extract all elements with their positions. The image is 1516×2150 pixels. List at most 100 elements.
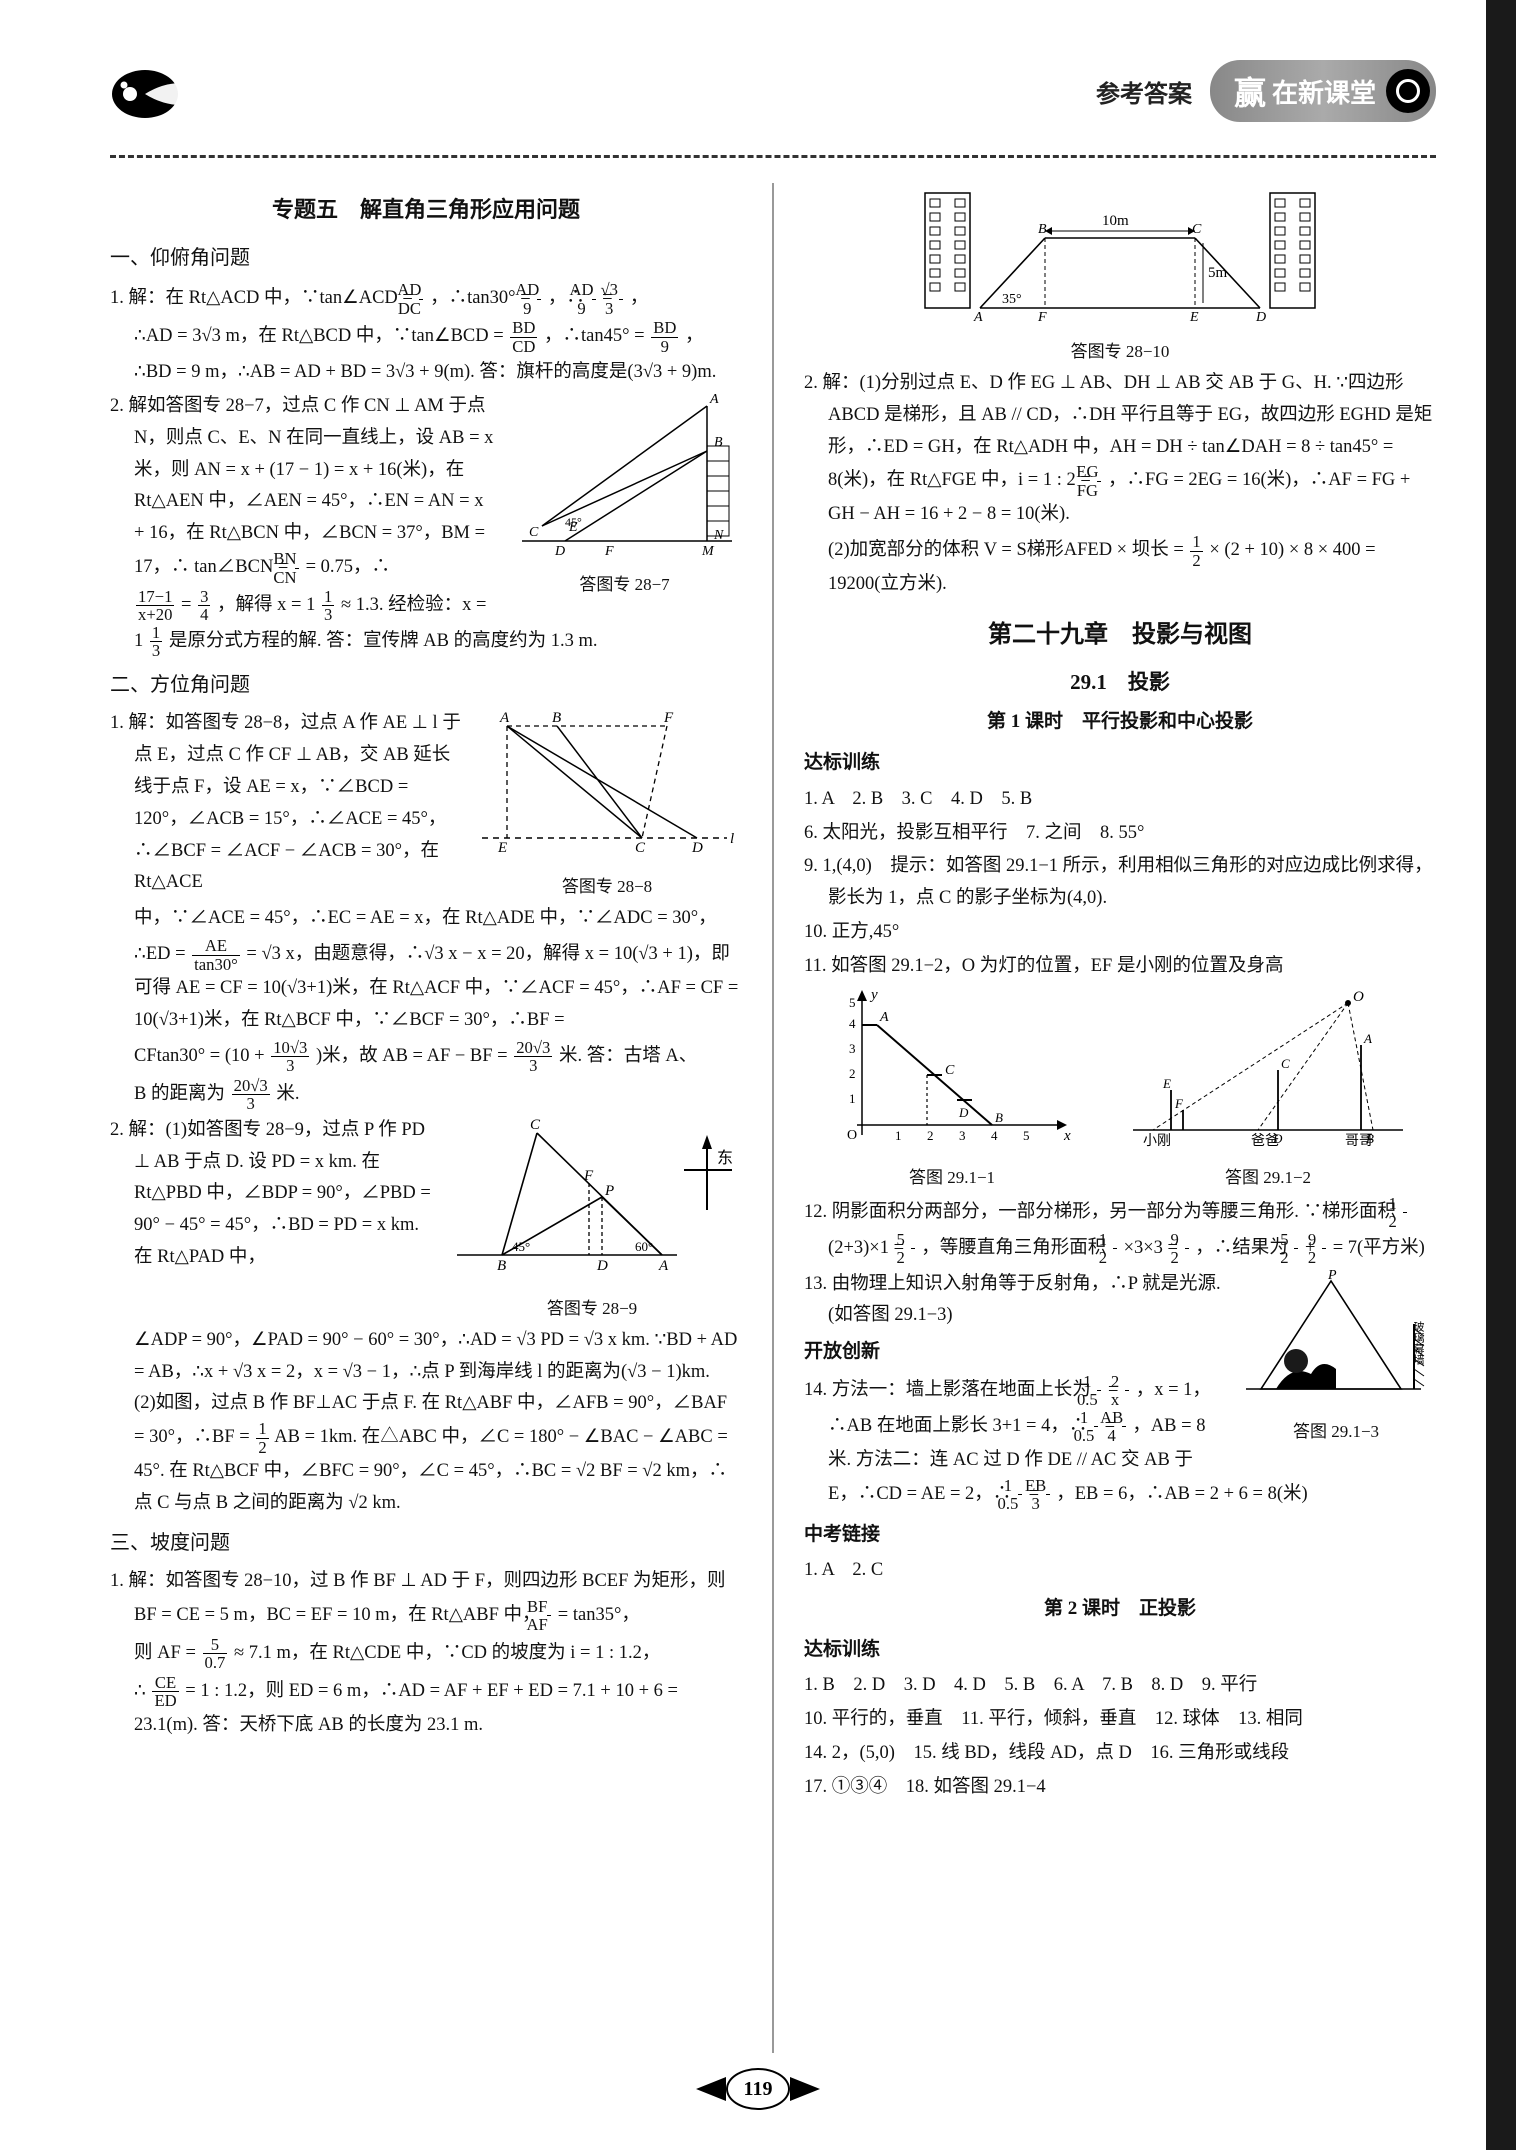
fraction: 2x [1125,1373,1129,1409]
text: ∴AD = 3√3 m，在 Rt△BCD 中，∵tan∠BCD = [134,326,508,346]
fig-29-1-1-caption: 答图 29.1−1 [827,1163,1077,1192]
fraction: BFAF [547,1598,551,1634]
fraction: 52 [1294,1231,1298,1267]
fraction: 13 [150,624,162,660]
d11: 11. 如答图 29.1−2，O 为灯的位置，EF 是小刚的位置及身高 [804,951,1436,983]
pagenum-wing-right-icon [790,2077,820,2101]
fig-29-1-3-caption: 答图 29.1−3 [1236,1417,1436,1446]
svg-text:4: 4 [849,1016,856,1031]
text: = 7(平方米) [1333,1238,1425,1258]
svg-text:D: D [596,1258,608,1274]
svg-text:东: 东 [717,1149,733,1167]
fraction: BD9 [651,319,678,355]
figure-28-8: l A B F E C D 答图专 28−8 [472,708,742,901]
fraction: ADDC [419,281,423,317]
svg-text:3: 3 [849,1041,856,1056]
zk1: 1. A 2. C [804,1555,1436,1587]
svg-text:A: A [658,1258,669,1274]
pagenum-value: 119 [726,2068,790,2110]
svg-text:爸爸: 爸爸 [1251,1133,1279,1149]
right-column: 10m 5m 35° A B C D F E 答图专 28−10 2. 解：(1… [804,183,1436,2053]
d12: 12. 阴影面积分两部分，一部分梯形，另一部分为等腰三角形. ∵梯形面积 12 … [804,1195,1436,1267]
banner-big-char: 赢 [1234,68,1266,114]
fraction: 12 [1190,533,1202,569]
text: ∴ED = [134,944,190,964]
text: ，等腰直角三角形面积 [921,1238,1106,1258]
a1-line3: ∴BD = 9 m，∴AB = AD + BD = 3√3 + 9(m). 答：… [110,357,742,389]
zhongkao-label: 中考链接 [804,1519,1436,1552]
svg-text:N: N [713,528,724,543]
section-b-heading: 二、方位角问题 [110,668,742,702]
e10: 10. 平行的，垂直 11. 平行，倾斜，垂直 12. 球体 13. 相同 [804,1704,1436,1736]
d1: 1. A 2. B 3. C 4. D 5. B [804,784,1436,816]
fraction: AEtan30° [192,937,240,973]
fraction: 10.5 [1097,1373,1101,1409]
lesson2-title: 第 2 课时 正投影 [804,1593,1436,1626]
svg-text:5m: 5m [1208,265,1228,281]
svg-text:O: O [1353,989,1364,1005]
text: = tan35°， [558,1605,640,1625]
fraction: 10.5 [1018,1477,1022,1513]
svg-text:5: 5 [1023,1128,1030,1143]
svg-text:F: F [1174,1096,1184,1111]
svg-text:10m: 10m [1102,213,1129,229]
fraction: BDCD [510,319,537,355]
content-columns: 专题五 解直角三角形应用问题 一、仰俯角问题 1. 解：在 Rt△ACD 中，∵… [110,183,1436,2053]
column-separator [772,183,774,2053]
svg-text:玻璃幕墙: 玻璃幕墙 [1412,1320,1425,1365]
svg-text:F: F [1037,310,1047,323]
section-c-heading: 三、坡度问题 [110,1526,742,1560]
svg-text:35°: 35° [1002,292,1022,307]
svg-text:C: C [1281,1056,1290,1071]
svg-text:l: l [730,831,734,847]
svg-text:E: E [1162,1076,1171,1091]
svg-text:2: 2 [927,1128,934,1143]
svg-text:A: A [709,392,719,407]
b1-line3: ∴ED = AEtan30° = √3 x，由题意得，∴√3 x − x = 2… [110,937,742,1037]
svg-text:F: F [663,710,674,726]
e17: 17. ①③④ 18. 如答图 29.1−4 [804,1772,1436,1804]
svg-text:E: E [1189,310,1199,323]
svg-text:y: y [869,987,878,1003]
header-right: 参考答案 赢 在新课堂 [1096,60,1436,122]
text: ， [685,326,704,346]
d6: 6. 太阳光，投影互相平行 7. 之间 8. 55° [804,818,1436,850]
figure-row: y x O 1 2 3 4 5 1 2 3 4 5 [804,985,1436,1193]
fraction: AB4 [1122,1409,1126,1445]
fraction: 20√33 [232,1077,270,1113]
fraction: AD9 [592,281,596,317]
text: 14. 方法一：墙上影落在地面上长为 [804,1380,1091,1400]
text: 米. [276,1084,299,1104]
svg-text:A: A [879,1010,889,1025]
b1-line5: B 的距离为 20√33 米. [110,1077,742,1113]
svg-text:B: B [1038,222,1047,237]
svg-text:45°: 45° [565,515,582,529]
text: ， [630,288,649,308]
svg-text:1: 1 [895,1128,902,1143]
svg-text:C: C [635,840,646,856]
figure-29-1-2: O E F C D A B 小刚 [1123,985,1413,1193]
c1-line2: 则 AF = 50.7 ≈ 7.1 m，在 Rt△CDE 中，∵CD 的坡度为 … [110,1636,742,1672]
svg-text:B: B [995,1110,1003,1125]
fraction: 92 [1185,1231,1189,1267]
fraction: 12 [1403,1195,1407,1231]
fraction: 50.7 [203,1636,228,1672]
fraction: BNCN [295,550,299,586]
fraction: EGFG [1097,463,1101,499]
text: 2. 解如答图专 28−7，过点 C 作 CN ⊥ AM 于点 N，则点 C、E… [110,396,493,577]
text: 1. 解：在 Rt△ACD 中，∵tan∠ACD = [110,288,417,308]
svg-text:D: D [958,1105,969,1120]
text: ，EB = 6，∴AB = 2 + 6 = 8(米) [1056,1484,1307,1504]
text: = 0.75，∴ [306,557,390,577]
d10: 10. 正方,45° [804,917,1436,949]
fig-28-10-caption: 答图专 28−10 [804,337,1436,366]
svg-text:B: B [714,435,723,450]
text: (2)加宽部分的体积 V = S梯形AFED × 坝长 = [828,541,1188,561]
page: 参考答案 赢 在新课堂 专题五 解直角三角形应用问题 一、仰俯角问题 1. 解：… [0,0,1516,2150]
fraction: 17−1x+20 [136,588,174,624]
text: )米，故 AB = AF − BF = [316,1046,512,1066]
fig-28-8-caption: 答图专 28−8 [472,872,742,901]
pagenum-wing-left-icon [696,2077,726,2101]
topic-title: 专题五 解直角三角形应用问题 [110,191,742,229]
text: 12. 阴影面积分两部分，一部分梯形，另一部分为等腰三角形. ∵梯形面积 [804,1202,1396,1222]
